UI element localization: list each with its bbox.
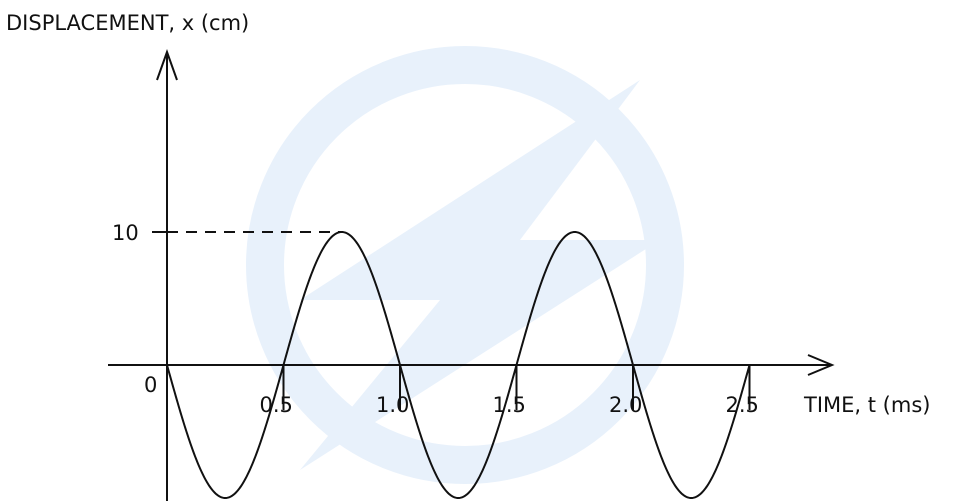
y-axis: [156, 49, 178, 501]
x-tick-label: 0.5: [260, 393, 293, 417]
x-tick-label: 1.5: [493, 393, 526, 417]
x-tick-label: 1.0: [376, 393, 409, 417]
x-axis: [108, 354, 835, 376]
x-tick-marks: [282, 365, 751, 410]
x-tick-labels: 0.5 1.0 1.5 2.0 2.5: [260, 393, 759, 417]
displacement-wave: [166, 230, 751, 500]
watermark-logo: [246, 46, 684, 484]
y-axis-label: DISPLACEMENT, x (cm): [6, 11, 249, 35]
x-axis-label: TIME, t (ms): [803, 393, 930, 417]
y-tick-label-10: 10: [112, 221, 139, 245]
x-tick-label: 2.0: [609, 393, 642, 417]
x-tick-label: 2.5: [726, 393, 759, 417]
origin-label: 0: [144, 373, 157, 397]
